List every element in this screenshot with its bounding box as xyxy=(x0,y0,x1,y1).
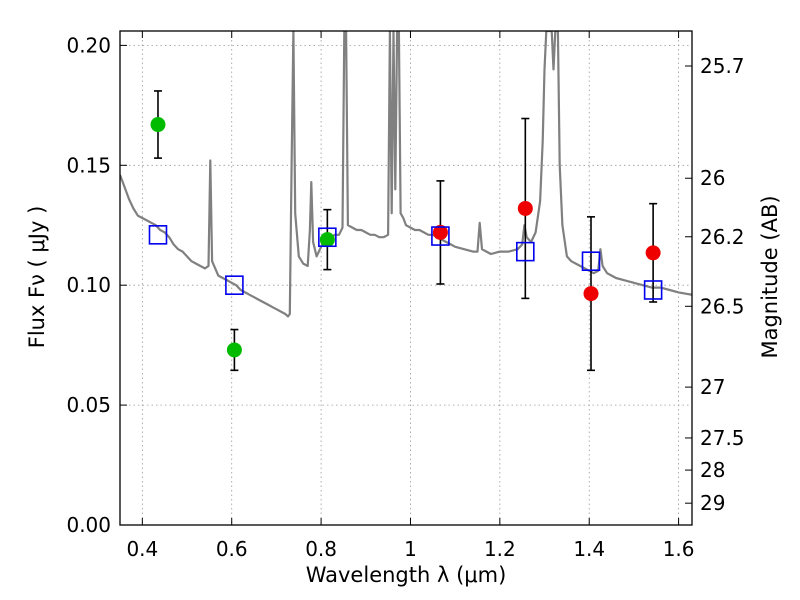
model-flux-square xyxy=(318,227,337,248)
y-axis-right-label: Magnitude (AB) xyxy=(758,195,782,358)
model-flux-square xyxy=(516,241,535,262)
data-point xyxy=(150,117,166,133)
right-tick-label: 26 xyxy=(700,166,725,190)
data-point xyxy=(319,232,335,248)
axes-frame xyxy=(119,30,693,526)
x-tick-label: 0.4 xyxy=(126,537,158,561)
y-tick-label: 0.10 xyxy=(66,273,111,297)
model-flux-square xyxy=(148,225,168,245)
y-tick-label: 0.20 xyxy=(66,33,111,57)
right-tick-label: 29 xyxy=(700,491,725,515)
y-axis-label: Flux Fν ( μJy ) xyxy=(25,206,49,349)
model-spectrum-line xyxy=(120,31,692,318)
y-tick-label: 0.05 xyxy=(66,393,111,417)
data-point xyxy=(432,224,448,240)
data-point xyxy=(645,245,661,261)
axis-ticks: 0.4 0.6 0.8 1 1.2 1.4 1.6 0.00 0.05 0.10 0.15 0.20 2… xyxy=(66,31,745,561)
right-tick-label: 27 xyxy=(700,375,725,399)
model-flux-square xyxy=(431,226,450,246)
grid xyxy=(120,31,692,526)
data-point xyxy=(517,200,533,216)
model-flux-square xyxy=(581,251,601,272)
y-tick-label: 0.15 xyxy=(66,153,111,177)
right-tick-label: 25.7 xyxy=(700,54,745,78)
data-point xyxy=(583,286,599,302)
right-tick-label: 26.5 xyxy=(700,294,745,318)
x-tick-label: 1 xyxy=(404,537,417,561)
right-tick-label: 28 xyxy=(700,458,725,482)
plot-area xyxy=(120,31,692,372)
x-tick-label: 1.6 xyxy=(663,537,695,561)
y-tick-label: 0.00 xyxy=(66,513,111,537)
model-flux-square xyxy=(643,280,663,300)
x-tick-label: 1.2 xyxy=(484,537,516,561)
x-tick-label: 0.8 xyxy=(305,537,337,561)
x-axis-label: Wavelength λ (μm) xyxy=(306,563,507,587)
right-tick-label: 27.5 xyxy=(700,426,745,450)
x-tick-label: 0.6 xyxy=(216,537,248,561)
model-flux-square xyxy=(225,275,244,295)
right-tick-label: 26.2 xyxy=(700,225,745,249)
data-point xyxy=(226,342,242,358)
x-tick-label: 1.4 xyxy=(573,537,605,561)
